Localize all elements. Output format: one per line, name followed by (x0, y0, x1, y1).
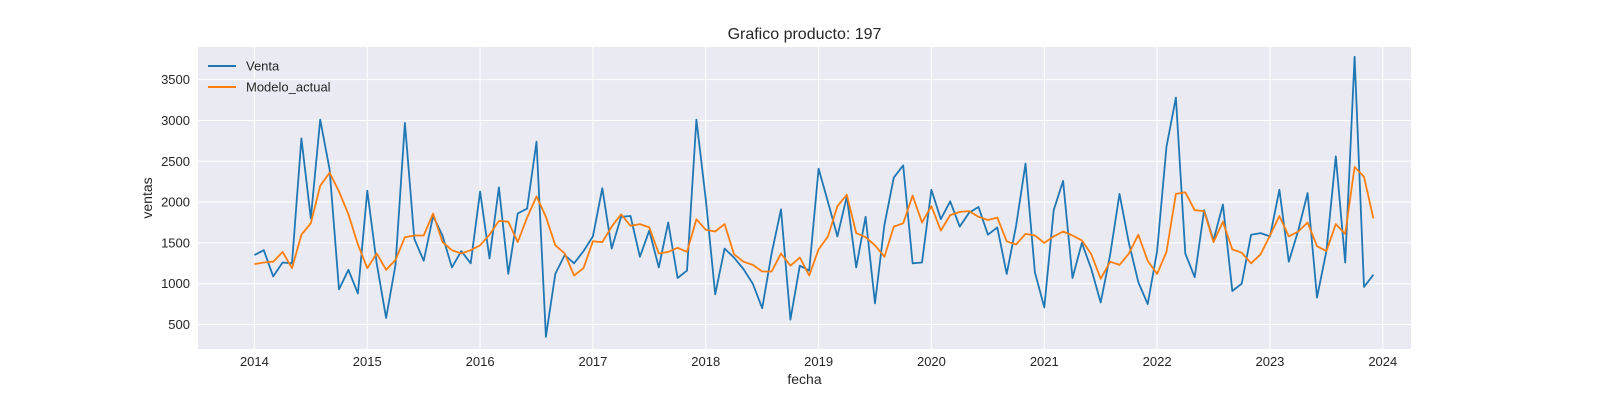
y-axis-ticks: 500 1000 1500 2000 2500 3000 3500 (161, 72, 190, 332)
y-tick-label: 3500 (161, 72, 190, 87)
legend-label: Venta (246, 59, 280, 74)
series-layer (253, 55, 1375, 338)
plot-area (198, 47, 1411, 349)
x-axis-ticks: 2014 2015 2016 2017 2018 2019 2020 2021 2022 2023… (240, 354, 1397, 369)
y-tick-label: 500 (168, 317, 190, 332)
legend: Venta Modelo_actual (208, 59, 331, 95)
x-tick-label: 2023 (1255, 354, 1284, 369)
x-axis-title: fecha (787, 371, 821, 387)
x-tick-label: 2022 (1143, 354, 1172, 369)
y-tick-label: 3000 (161, 113, 190, 128)
x-tick-label: 2021 (1030, 354, 1059, 369)
y-tick-label: 2000 (161, 195, 190, 210)
x-tick-label: 2017 (578, 354, 607, 369)
x-tick-label: 2018 (691, 354, 720, 369)
x-tick-label: 2014 (240, 354, 269, 369)
y-tick-label: 1000 (161, 276, 190, 291)
y-tick-label: 1500 (161, 235, 190, 250)
y-axis-title: ventas (139, 177, 155, 218)
series-line-modelo-actual (254, 166, 1375, 280)
x-tick-label: 2016 (466, 354, 495, 369)
chart-title: Grafico producto: 197 (728, 26, 882, 43)
legend-label: Modelo_actual (246, 80, 331, 95)
x-tick-label: 2019 (804, 354, 833, 369)
y-tick-label: 2500 (161, 154, 190, 169)
x-tick-label: 2024 (1368, 354, 1397, 369)
series-line-venta (253, 55, 1375, 338)
x-tick-label: 2020 (917, 354, 946, 369)
x-tick-label: 2015 (353, 354, 382, 369)
grid-lines (198, 47, 1411, 349)
